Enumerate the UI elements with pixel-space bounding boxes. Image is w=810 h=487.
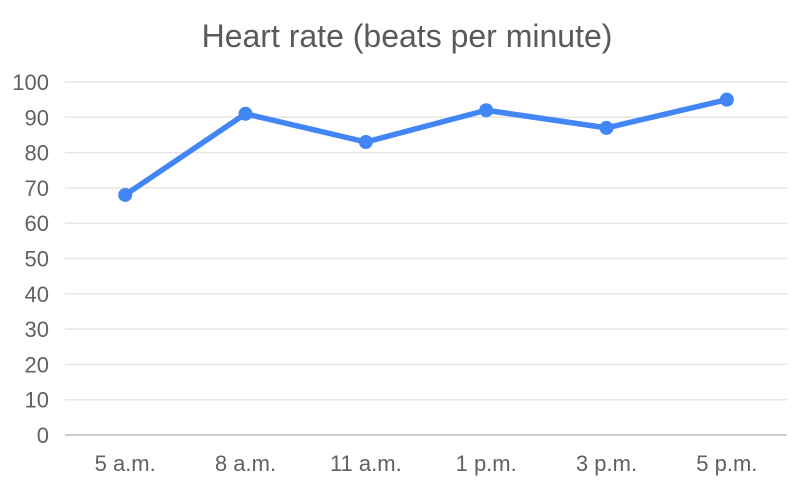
x-tick-label: 5 p.m. — [696, 451, 757, 476]
data-point[interactable] — [118, 187, 133, 202]
y-tick-label: 10 — [25, 388, 49, 413]
y-tick-label: 20 — [25, 352, 49, 377]
data-point[interactable] — [599, 120, 614, 135]
x-tick-label: 1 p.m. — [456, 451, 517, 476]
y-tick-label: 40 — [25, 282, 49, 307]
series-line — [122, 96, 730, 198]
y-tick-label: 0 — [37, 423, 49, 448]
x-tick-label: 11 a.m. — [330, 451, 402, 476]
x-axis-labels-group: 5 a.m. 8 a.m. 11 a.m. 1 p.m. 3 p.m. 5 p.m. — [95, 451, 758, 476]
x-tick-label: 8 a.m. — [215, 451, 276, 476]
y-tick-label: 80 — [25, 141, 49, 166]
gridlines-group — [65, 81, 787, 436]
chart-title: Heart rate (beats per minute) — [202, 18, 613, 54]
data-point[interactable] — [358, 135, 373, 150]
data-point[interactable] — [479, 103, 494, 118]
y-tick-label: 100 — [12, 70, 49, 95]
y-tick-label: 60 — [25, 211, 49, 236]
x-tick-label: 3 p.m. — [576, 451, 637, 476]
y-tick-label: 30 — [25, 317, 49, 342]
x-tick-label: 5 a.m. — [95, 451, 156, 476]
y-tick-label: 50 — [25, 247, 49, 272]
y-tick-label: 70 — [25, 176, 49, 201]
series-heart-rate — [118, 92, 734, 202]
data-point[interactable] — [238, 106, 253, 121]
y-axis-labels-group: 0 10 20 30 40 50 60 70 80 90 100 — [12, 70, 49, 448]
y-tick-label: 90 — [25, 105, 49, 130]
data-point[interactable] — [719, 92, 734, 107]
